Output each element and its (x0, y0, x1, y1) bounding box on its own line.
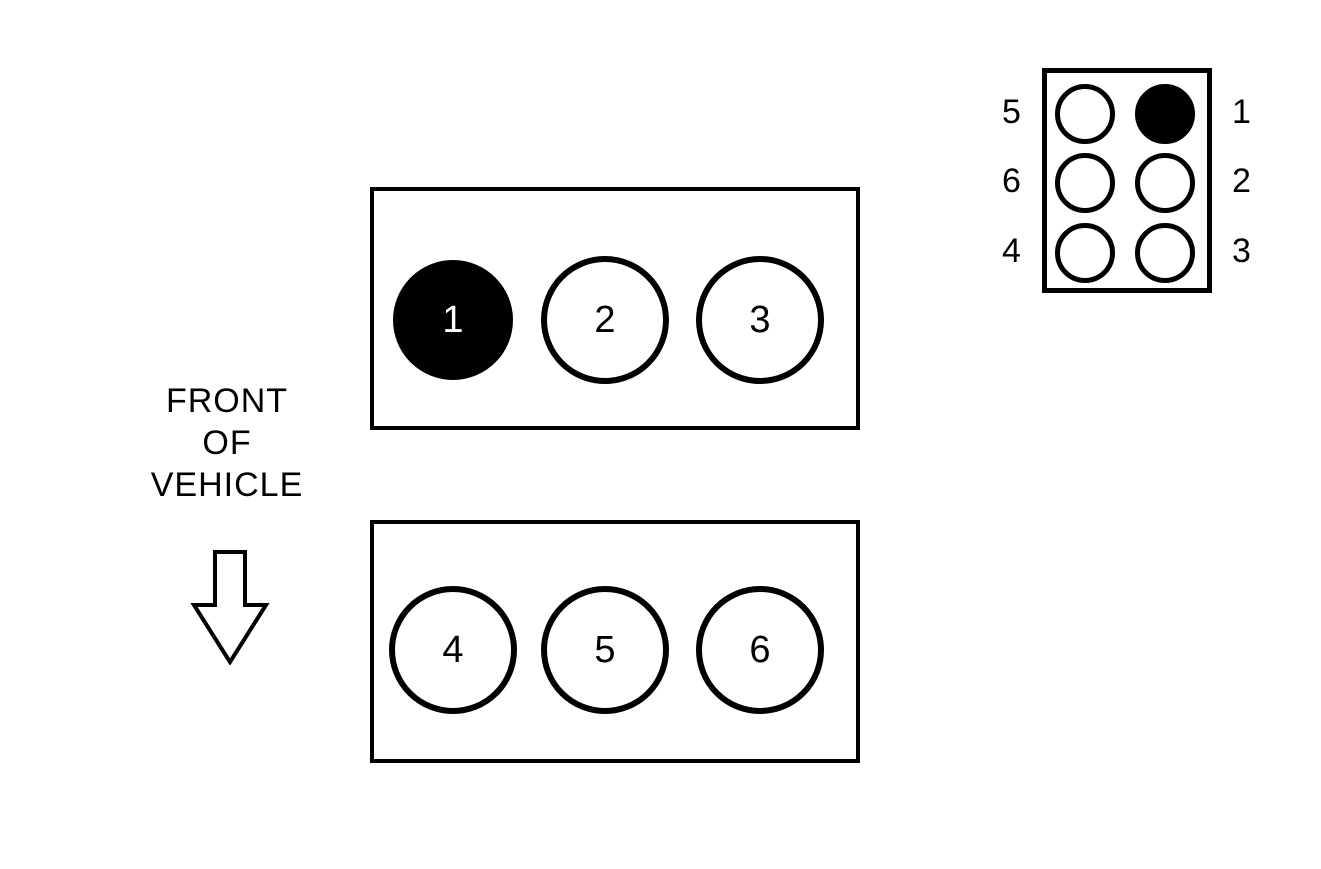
cylinder-1: 1 (393, 260, 513, 380)
coil-label-right-2: 2 (1232, 162, 1251, 201)
direction-arrow-icon (190, 550, 270, 665)
coil-label-left-4: 4 (1002, 232, 1021, 271)
direction-label-line-3: VEHICLE (127, 464, 327, 506)
coil-label-left-5: 5 (1002, 93, 1021, 132)
cylinder-2: 2 (541, 256, 669, 384)
coil-terminal-3 (1135, 153, 1195, 213)
coil-terminal-5 (1135, 223, 1195, 283)
direction-label-line-2: OF (127, 422, 327, 464)
cylinder-6: 6 (696, 586, 824, 714)
coil-terminal-0 (1055, 84, 1115, 144)
coil-terminal-1 (1135, 84, 1195, 144)
direction-label: FRONT OF VEHICLE (127, 380, 327, 506)
coil-label-right-3: 3 (1232, 232, 1251, 271)
coil-label-right-1: 1 (1232, 93, 1251, 132)
coil-terminal-4 (1055, 223, 1115, 283)
coil-terminal-2 (1055, 153, 1115, 213)
cylinder-3: 3 (696, 256, 824, 384)
direction-label-line-1: FRONT (127, 380, 327, 422)
coil-label-left-6: 6 (1002, 162, 1021, 201)
cylinder-5: 5 (541, 586, 669, 714)
cylinder-4: 4 (389, 586, 517, 714)
